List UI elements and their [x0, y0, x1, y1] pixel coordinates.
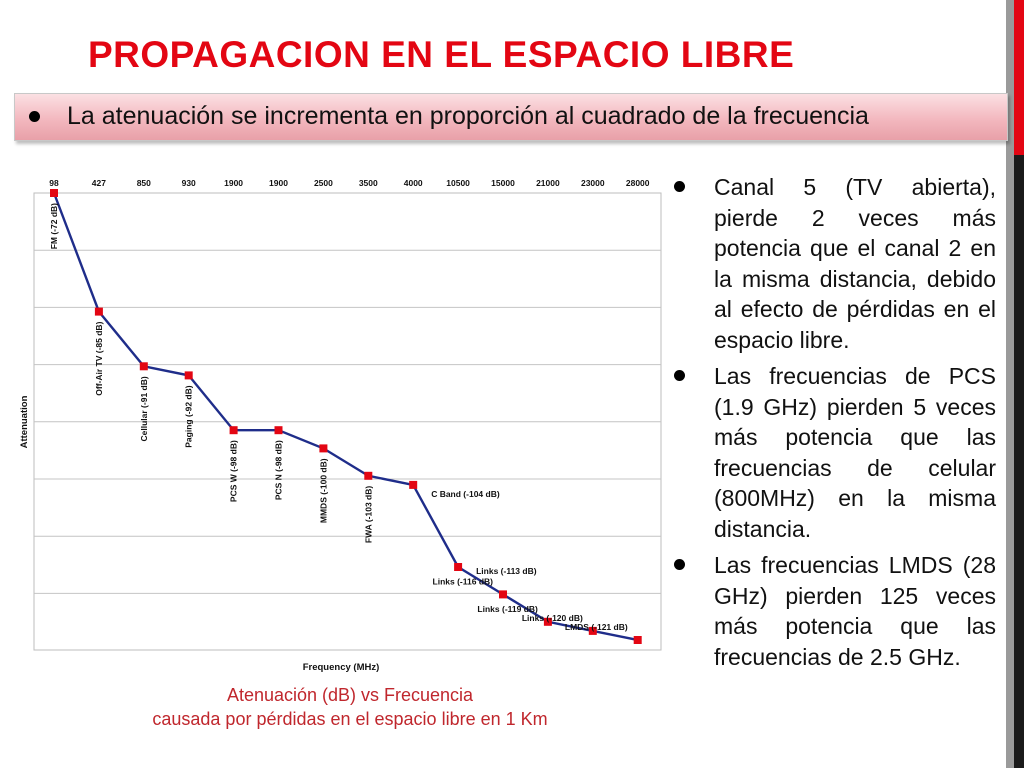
data-point: [633, 636, 642, 644]
data-point: [543, 617, 552, 626]
top-label: 427: [92, 178, 106, 188]
data-point: [454, 563, 463, 571]
point-labels: FM (-72 dB) Off-Air TV (-85 dB) Cellular (…: [49, 203, 628, 632]
bullet-text: Canal 5 (TV abierta), pierde 2 veces más…: [714, 174, 996, 353]
point-label: Links (-120 dB): [522, 613, 583, 623]
bullet-dot-icon: [674, 370, 685, 381]
data-point: [588, 626, 597, 635]
top-label: 3500: [359, 178, 378, 188]
bullet-dot-icon: [674, 559, 685, 570]
grid-lines: [34, 249, 661, 594]
point-label: Off-Air TV (-85 dB): [94, 321, 104, 395]
y-axis-label: Attenuation: [19, 395, 30, 448]
top-label: 850: [137, 178, 151, 188]
attenuation-chart: 98 427 850 930 1900 1900 2500 3500 4000 10500 1500…: [14, 170, 664, 675]
top-label: 930: [182, 178, 196, 188]
point-label: Links (-119 dB): [477, 604, 538, 614]
point-label: C Band (-104 dB): [431, 489, 500, 499]
bullet-dot-icon: [674, 181, 685, 192]
data-point: [364, 471, 373, 480]
top-label: 2500: [314, 178, 333, 188]
bullet-item: Las frecuencias de PCS (1.9 GHz) pierden…: [672, 361, 996, 544]
bullet-text: Las frecuencias de PCS (1.9 GHz) pierden…: [714, 363, 996, 542]
point-label: PCS N (-98 dB): [274, 440, 284, 500]
point-label: Links (-113 dB): [476, 566, 537, 576]
data-point: [139, 362, 148, 371]
point-label: PCS W (-98 dB): [229, 440, 239, 502]
data-point: [94, 307, 103, 316]
top-label: 1900: [269, 178, 288, 188]
bullet-list: Canal 5 (TV abierta), pierde 2 veces más…: [672, 172, 996, 678]
banner-text: La atenuación se incrementa en proporció…: [67, 102, 869, 130]
caption-line-1: Atenuación (dB) vs Frecuencia: [226, 685, 474, 705]
banner: La atenuación se incrementa en proporció…: [14, 93, 1008, 141]
top-label: 21000: [536, 178, 560, 188]
right-edge-dark: [1014, 155, 1024, 768]
data-point: [50, 189, 58, 197]
top-label: 23000: [581, 178, 605, 188]
bullet-item: Canal 5 (TV abierta), pierde 2 veces más…: [672, 172, 996, 355]
data-point: [319, 444, 328, 453]
data-point: [499, 590, 507, 599]
data-point: [229, 426, 238, 435]
bullet-dot-icon: [29, 111, 40, 122]
point-label: FWA (-103 dB): [363, 486, 373, 543]
bullet-item: Las frecuencias LMDS (28 GHz) pierden 12…: [672, 550, 996, 672]
attenuation-series-line: [52, 192, 638, 642]
data-point: [184, 371, 193, 380]
slide-title: PROPAGACION EN EL ESPACIO LIBRE: [88, 34, 795, 75]
top-label: 10500: [446, 178, 470, 188]
data-point: [274, 426, 283, 435]
point-label: Links (-116 dB): [433, 576, 494, 586]
x-axis-label: Frequency (MHz): [303, 662, 380, 673]
caption-line-2: causada por pérdidas en el espacio libre…: [152, 709, 548, 729]
top-label: 98: [49, 178, 59, 188]
top-label: 1900: [224, 178, 243, 188]
bullet-text: Las frecuencias LMDS (28 GHz) pierden 12…: [714, 552, 996, 670]
top-label: 28000: [626, 178, 650, 188]
point-label: LMDS (-121 dB): [565, 622, 628, 632]
point-label: MMDS (-100 dB): [318, 458, 328, 523]
top-label: 15000: [491, 178, 515, 188]
chart-caption: Atenuación (dB) vs Frecuencia causada po…: [100, 683, 600, 731]
top-label: 4000: [404, 178, 423, 188]
data-markers: [50, 189, 642, 644]
point-label: Paging (-92 dB): [184, 385, 194, 448]
top-frequency-labels: 98 427 850 930 1900 1900 2500 3500 4000 10500 1500…: [49, 178, 650, 188]
point-label: FM (-72 dB): [49, 203, 59, 249]
data-point: [409, 480, 418, 489]
point-label: Cellular (-91 dB): [139, 376, 149, 441]
